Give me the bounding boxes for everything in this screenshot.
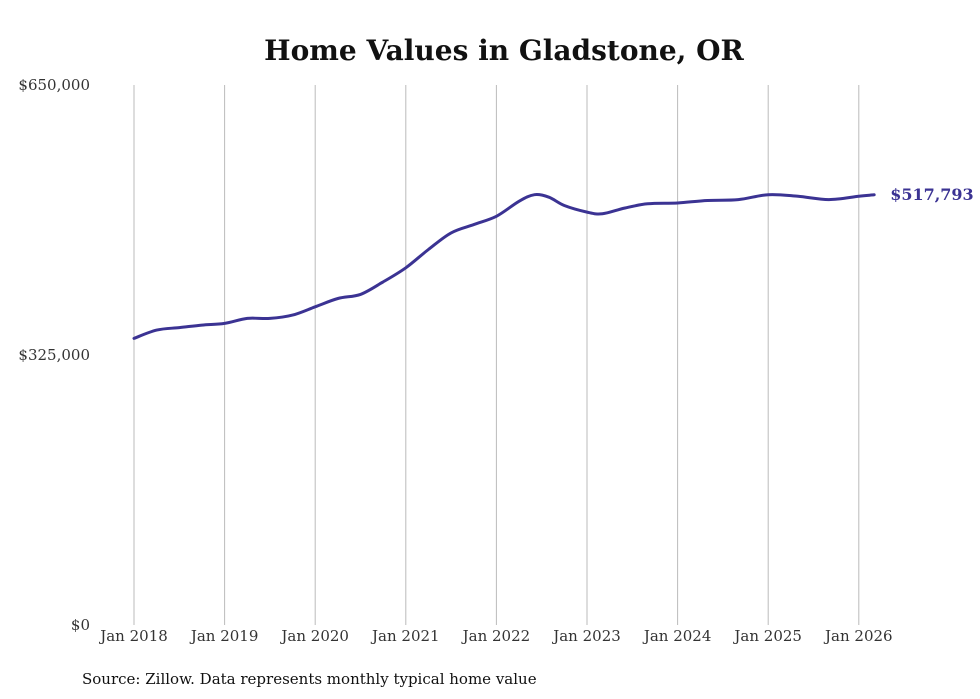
x-tick-label: Jan 2019 bbox=[189, 627, 259, 645]
x-axis: Jan 2018 Jan 2019 Jan 2020 Jan 2021 Jan 2022… bbox=[98, 627, 892, 645]
y-tick-label: $0 bbox=[71, 616, 90, 634]
x-tick-label: Jan 2024 bbox=[642, 627, 712, 645]
x-tick-label: Jan 2022 bbox=[461, 627, 531, 645]
series-line bbox=[132, 193, 876, 340]
x-tick-label: Jan 2025 bbox=[732, 627, 802, 645]
x-tick-label: Jan 2021 bbox=[370, 627, 440, 645]
y-axis: $0 $325,000 $650,000 bbox=[18, 76, 90, 634]
source-note: Source: Zillow. Data represents monthly … bbox=[82, 670, 537, 688]
gridlines bbox=[133, 85, 860, 625]
y-tick-label: $650,000 bbox=[18, 76, 90, 94]
x-tick-label: Jan 2026 bbox=[823, 627, 893, 645]
y-tick-label: $325,000 bbox=[18, 346, 90, 364]
x-tick-label: Jan 2020 bbox=[279, 627, 349, 645]
series-end-label: $517,793 bbox=[890, 185, 974, 204]
series-layer: $517,793 bbox=[132, 185, 974, 340]
x-tick-label: Jan 2018 bbox=[98, 627, 168, 645]
chart-title: Home Values in Gladstone, OR bbox=[264, 34, 744, 67]
x-tick-label: Jan 2023 bbox=[551, 627, 621, 645]
